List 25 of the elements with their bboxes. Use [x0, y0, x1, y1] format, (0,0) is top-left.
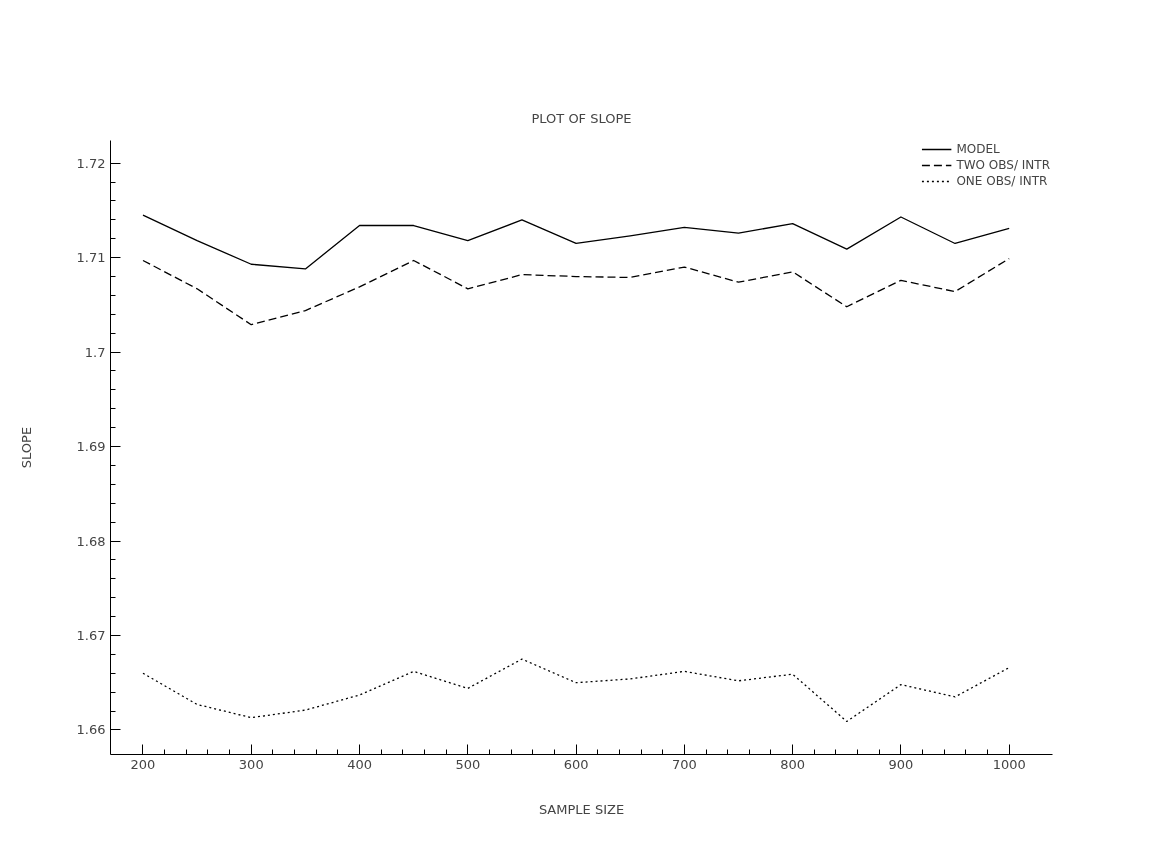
x-tick-label: 200	[130, 756, 156, 772]
y-tick-label: 1.67	[76, 627, 106, 643]
x-axis-title: SAMPLE SIZE	[538, 801, 625, 817]
x-tick-label: 1000	[992, 756, 1026, 772]
line-series	[142, 214, 1010, 270]
legend-label: ONE OBS/ INTR	[956, 174, 1048, 188]
y-tick-label: 1.68	[76, 533, 106, 549]
x-tick-label: 800	[780, 756, 806, 772]
y-axis-title: SLOPE	[18, 426, 34, 469]
y-tick-label: 1.69	[76, 439, 106, 455]
x-tick-label: 700	[671, 756, 697, 772]
legend-label: TWO OBS/ INTR	[956, 158, 1050, 172]
legend-label: MODEL	[956, 142, 1000, 156]
chart-title: PLOT OF SLOPE	[531, 110, 632, 126]
x-tick-label: 600	[563, 756, 589, 772]
x-tick-label: 900	[888, 756, 914, 772]
y-tick-label: 1.72	[76, 155, 106, 171]
line-series	[142, 257, 1010, 326]
line-series	[142, 658, 1010, 723]
x-tick-label: 300	[238, 756, 264, 772]
x-tick-label: 400	[347, 756, 372, 772]
y-tick-label: 1.66	[76, 722, 106, 738]
y-tick-label: 1.71	[76, 250, 106, 266]
x-tick-label: 500	[455, 756, 481, 772]
y-tick-label: 1.7	[84, 344, 106, 360]
